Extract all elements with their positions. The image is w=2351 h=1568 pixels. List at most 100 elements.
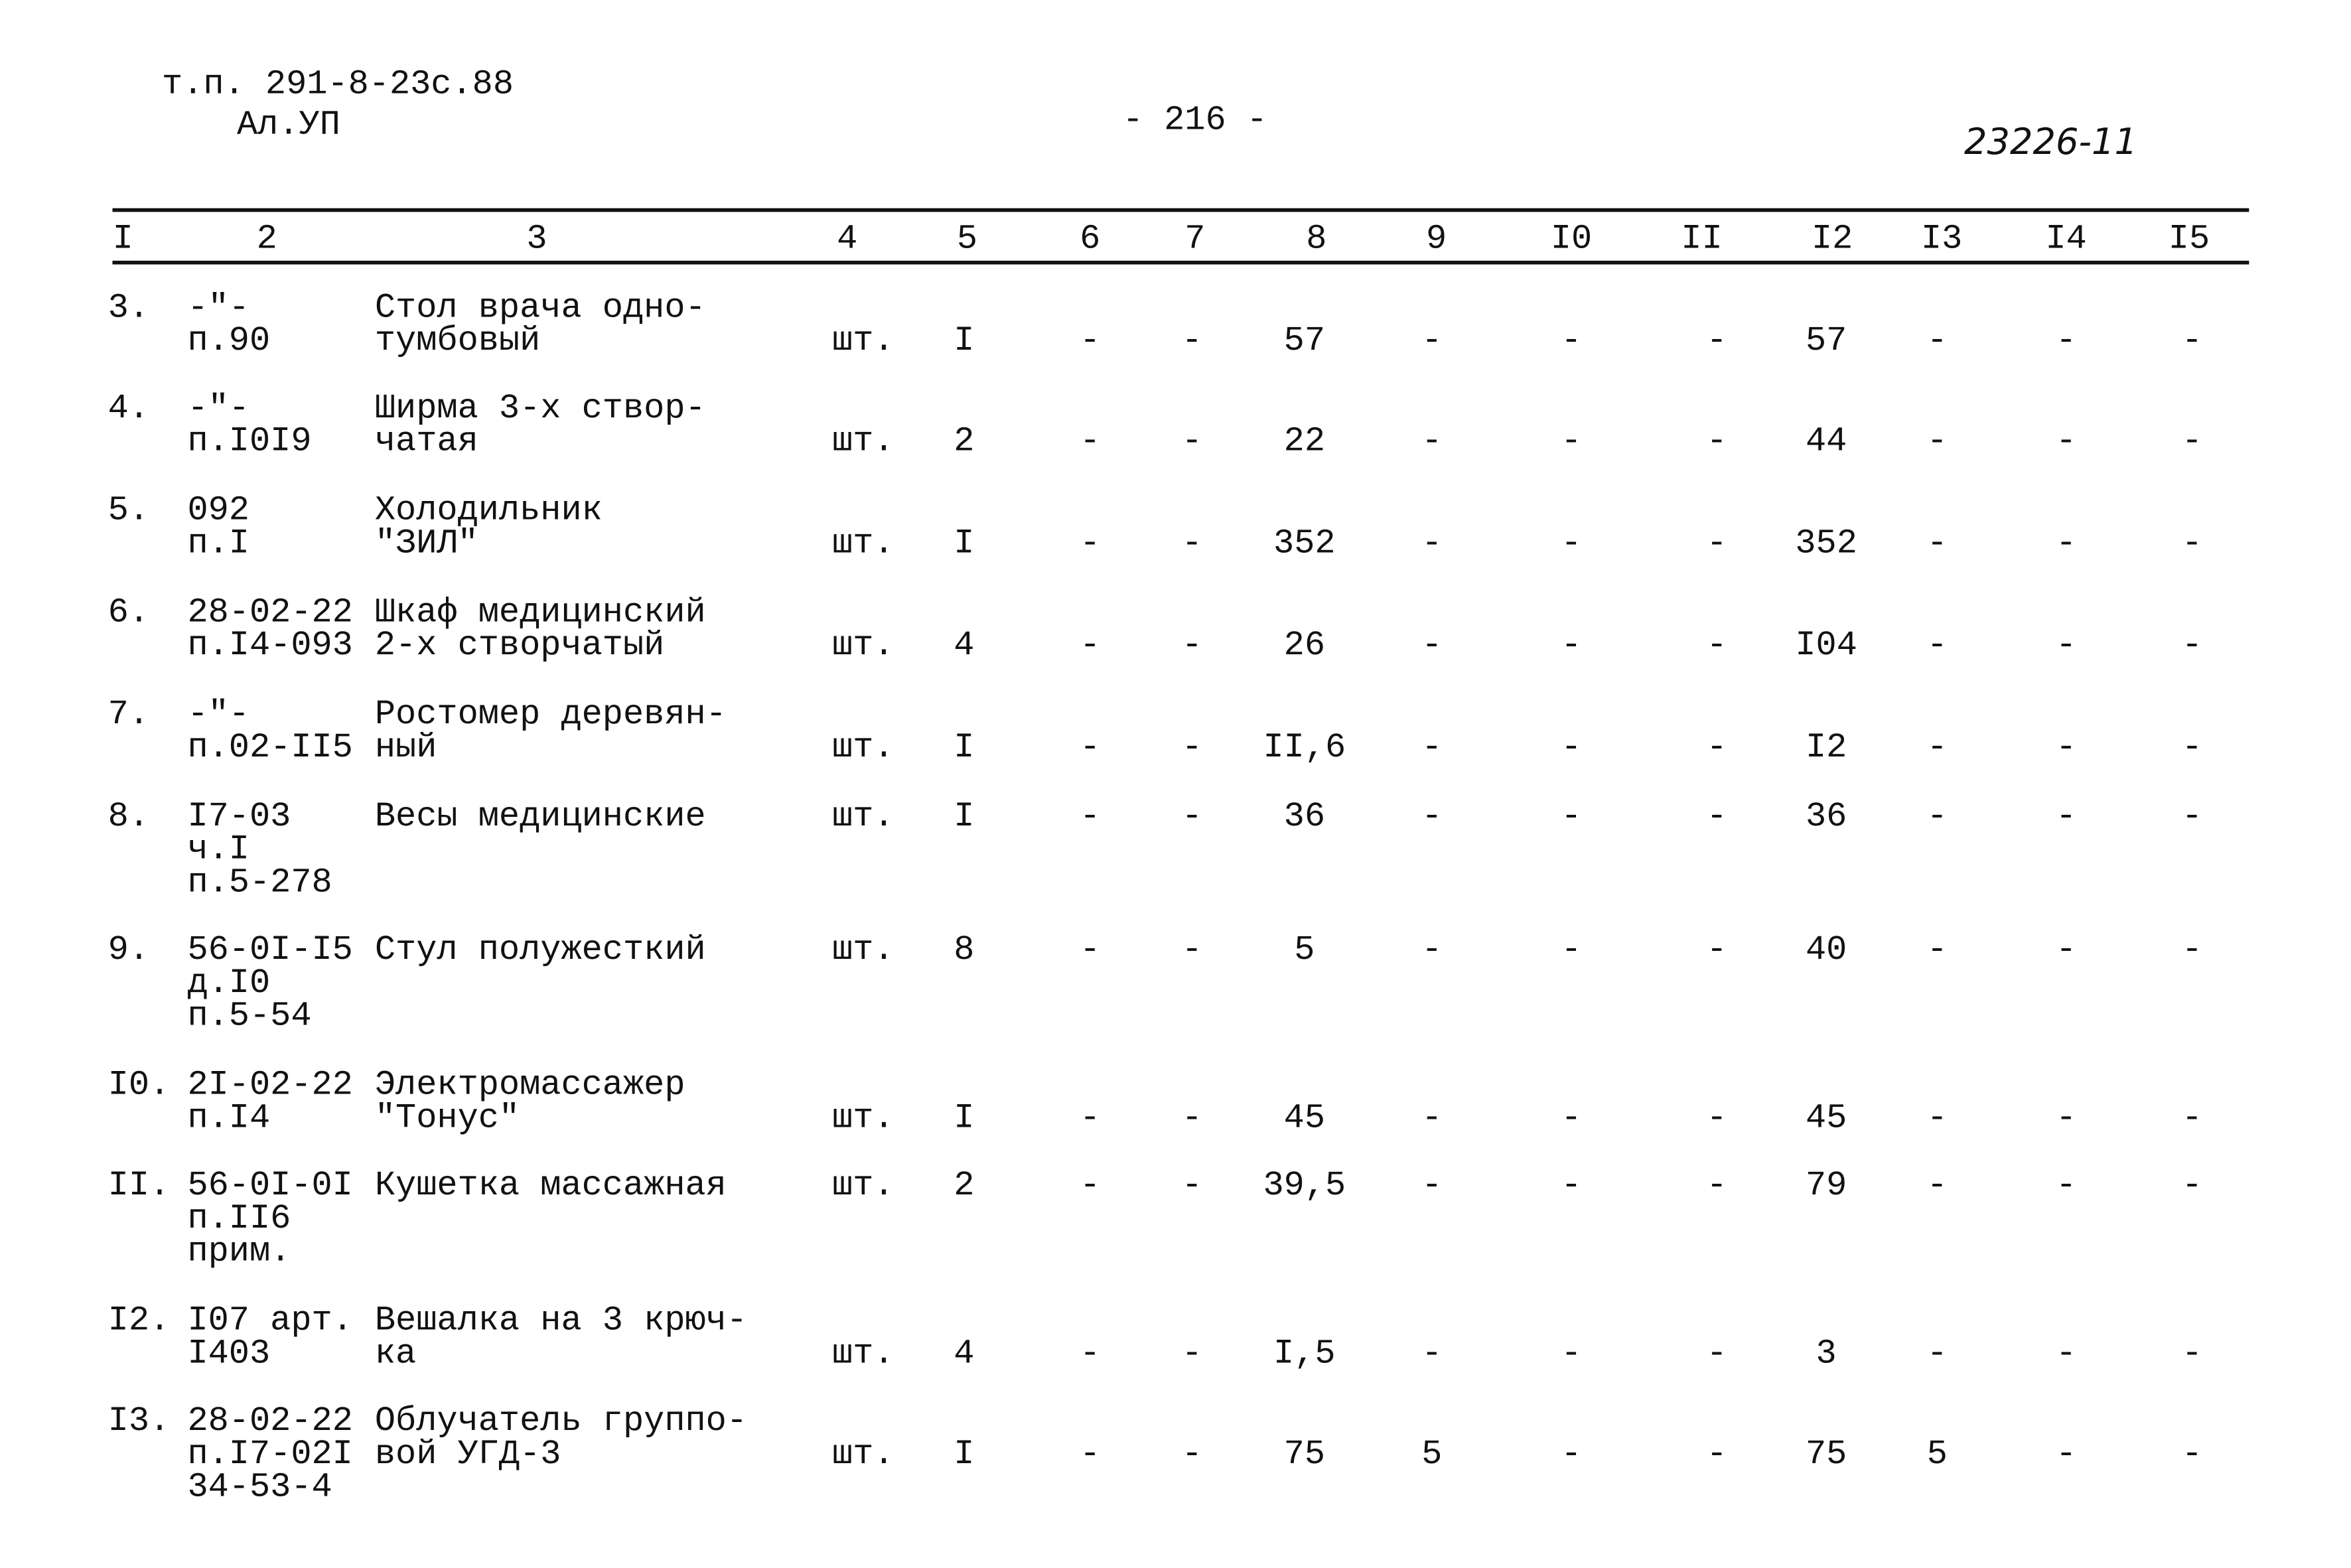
cell-value: -: [2182, 1166, 2202, 1205]
column-header: II: [1681, 219, 1722, 258]
cell-value: I: [954, 321, 974, 360]
reference: п.90: [187, 321, 270, 360]
cell-value: -: [1561, 626, 1581, 665]
cell-value: -: [1707, 1435, 1727, 1474]
item-name: Стол врача одно-: [375, 288, 706, 327]
sheet-number: 23226-11: [1964, 121, 2137, 163]
reference: ч.I: [187, 830, 249, 869]
cell-value: I04: [1795, 626, 1857, 665]
reference: 2I-02-22: [187, 1066, 352, 1105]
cell-value: -: [1927, 930, 1948, 969]
cell-value: -: [1080, 797, 1100, 836]
item-name: Электромассажер: [375, 1066, 685, 1105]
column-header: 6: [1080, 219, 1100, 258]
cell-value: 75: [1284, 1435, 1325, 1474]
cell-value: -: [1421, 422, 1442, 461]
cell-value: шт.: [832, 626, 894, 665]
reference: 28-02-22: [187, 1401, 352, 1441]
cell-value: -: [1080, 1435, 1100, 1474]
column-header: 5: [957, 219, 977, 258]
cell-value: -: [1927, 1334, 1948, 1373]
cell-value: -: [2182, 797, 2202, 836]
cell-value: 40: [1806, 930, 1847, 969]
row-number: I0.: [108, 1066, 171, 1105]
cell-value: -: [1927, 524, 1948, 563]
cell-value: -: [1707, 524, 1727, 563]
cell-value: 3: [1816, 1334, 1837, 1373]
cell-value: -: [2182, 1435, 2202, 1474]
cell-value: -: [1080, 626, 1100, 665]
cell-value: -: [1927, 797, 1948, 836]
column-header: I4: [2046, 219, 2087, 258]
cell-value: -: [1707, 422, 1727, 461]
cell-value: -: [1421, 728, 1442, 767]
reference: д.I0: [187, 963, 270, 1003]
reference: -"-: [187, 389, 249, 428]
cell-value: 45: [1806, 1098, 1847, 1137]
cell-value: -: [2056, 728, 2076, 767]
cell-value: 45: [1284, 1098, 1325, 1137]
cell-value: -: [2182, 626, 2202, 665]
row-number: I3.: [108, 1401, 171, 1441]
row-number: 3.: [108, 288, 149, 327]
cell-value: 352: [1273, 524, 1336, 563]
item-name: Ширма 3-х створ-: [375, 389, 706, 428]
reference: п.02-II5: [187, 728, 352, 767]
cell-value: -: [1080, 422, 1100, 461]
cell-value: -: [1421, 797, 1442, 836]
reference: I7-03: [187, 797, 291, 836]
item-name: 2-х створчатый: [375, 626, 664, 665]
cell-value: -: [1927, 626, 1948, 665]
item-name: ка: [375, 1334, 416, 1373]
cell-value: -: [1707, 1334, 1727, 1373]
cell-value: -: [2182, 728, 2202, 767]
cell-value: -: [2056, 1334, 2076, 1373]
cell-value: -: [2056, 797, 2076, 836]
cell-value: -: [1080, 524, 1100, 563]
cell-value: -: [1080, 1334, 1100, 1373]
cell-value: -: [1561, 1166, 1581, 1205]
cell-value: -: [2182, 321, 2202, 360]
cell-value: шт.: [832, 1334, 894, 1373]
cell-value: -: [1927, 1166, 1948, 1205]
cell-value: -: [1927, 1098, 1948, 1137]
cell-value: -: [1561, 524, 1581, 563]
item-name: Шкаф медицинский: [375, 593, 706, 632]
cell-value: -: [1421, 1166, 1442, 1205]
cell-value: -: [1421, 1334, 1442, 1373]
cell-value: -: [2056, 1435, 2076, 1474]
cell-value: -: [2056, 930, 2076, 969]
cell-value: -: [2056, 524, 2076, 563]
cell-value: -: [1561, 1435, 1581, 1474]
cell-value: -: [1707, 1098, 1727, 1137]
cell-value: 26: [1284, 626, 1325, 665]
cell-value: -: [1421, 524, 1442, 563]
cell-value: -: [1927, 728, 1948, 767]
cell-value: -: [2182, 524, 2202, 563]
item-name: "ЗИЛ": [375, 524, 478, 563]
cell-value: -: [1927, 422, 1948, 461]
cell-value: шт.: [832, 930, 894, 969]
column-header: 2: [257, 219, 277, 258]
item-name: Вешалка на 3 крюч-: [375, 1301, 747, 1340]
cell-value: -: [1182, 321, 1202, 360]
cell-value: -: [1561, 728, 1581, 767]
item-name: "Тонус": [375, 1098, 520, 1137]
row-number: 4.: [108, 389, 149, 428]
cell-value: -: [1182, 728, 1202, 767]
cell-value: 39,5: [1263, 1166, 1346, 1205]
item-name: Весы медицинские: [375, 797, 706, 836]
cell-value: -: [1182, 797, 1202, 836]
cell-value: -: [1421, 321, 1442, 360]
cell-value: 44: [1806, 422, 1847, 461]
cell-value: шт.: [832, 797, 894, 836]
item-name: Стул полужесткий: [375, 930, 706, 969]
cell-value: 4: [954, 626, 974, 665]
cell-value: II,6: [1263, 728, 1346, 767]
reference: 56-0I-0I: [187, 1166, 352, 1205]
reference: I07 арт.: [187, 1301, 352, 1340]
column-header: 7: [1184, 219, 1205, 258]
cell-value: -: [2056, 422, 2076, 461]
